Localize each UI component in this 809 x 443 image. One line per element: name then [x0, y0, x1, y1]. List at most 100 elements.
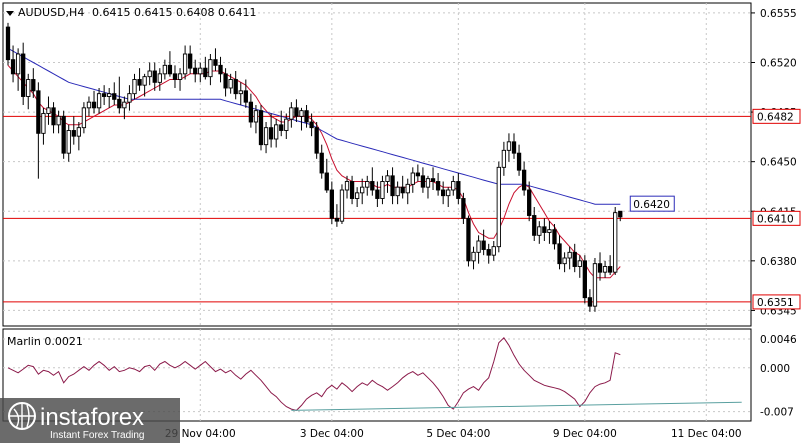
candle — [400, 175, 405, 199]
candle-body — [395, 186, 400, 197]
candle-body — [365, 181, 370, 188]
candle — [542, 218, 547, 241]
candle — [233, 71, 238, 100]
candle-body — [5, 26, 11, 61]
candle-body — [390, 175, 395, 197]
candle-body — [607, 266, 613, 273]
candle-body — [10, 59, 16, 75]
price-tag-label: 0.6420 — [633, 199, 670, 211]
candle-body — [41, 113, 46, 134]
candle-body — [238, 90, 243, 95]
candle-body — [31, 79, 36, 92]
candle-body — [117, 98, 122, 109]
candle — [107, 88, 112, 108]
candle-body — [243, 90, 248, 103]
ma-fast-line — [7, 64, 621, 279]
candle-body — [263, 127, 269, 146]
candle — [329, 181, 334, 224]
candle — [263, 122, 269, 154]
candle-body — [228, 79, 233, 89]
candle — [360, 178, 365, 205]
candle — [511, 133, 517, 159]
candle — [198, 62, 203, 83]
candle-body — [274, 124, 279, 140]
candle — [532, 207, 537, 241]
candle-body — [446, 189, 451, 197]
candle-body — [56, 115, 61, 126]
osc-tick-label: 0.000 — [760, 363, 790, 375]
candle — [354, 187, 360, 207]
candle — [228, 73, 233, 94]
candle — [516, 144, 522, 176]
candle-body — [491, 246, 496, 256]
candle — [122, 96, 127, 120]
candle-body — [172, 73, 178, 80]
candle-body — [496, 166, 501, 248]
candle — [602, 260, 608, 278]
candle-body — [162, 64, 168, 75]
x-tick-label: 5 Dec 04:00 — [426, 428, 490, 440]
candle — [15, 48, 21, 91]
main-grid — [3, 3, 751, 326]
candle-body — [415, 172, 421, 177]
candle — [299, 107, 304, 131]
candle-body — [430, 178, 436, 182]
candle-body — [127, 93, 132, 103]
candle — [304, 105, 309, 128]
candle-body — [91, 101, 97, 109]
candle-body — [76, 127, 81, 137]
candle-body — [177, 73, 183, 80]
candle-body — [319, 152, 324, 174]
candle — [552, 224, 557, 250]
candle-body — [511, 141, 517, 154]
candle-body — [385, 175, 390, 182]
candle-body — [304, 110, 309, 123]
candle — [613, 207, 618, 275]
candle — [117, 76, 122, 114]
price-panel[interactable] — [2, 2, 752, 327]
symbol-dropdown-icon[interactable] — [6, 11, 14, 16]
candle-body — [476, 240, 481, 253]
candle — [486, 243, 491, 264]
candle-body — [147, 70, 152, 78]
candle — [56, 110, 61, 134]
candle-body — [71, 130, 76, 137]
candle — [597, 252, 603, 281]
candle-body — [182, 53, 188, 75]
candle-body — [425, 178, 431, 188]
candle — [193, 59, 198, 83]
candle-body — [587, 297, 593, 307]
candle — [213, 48, 218, 71]
candle-body — [157, 73, 162, 83]
candle — [587, 289, 593, 312]
candle-body — [405, 183, 410, 194]
candle-body — [521, 169, 527, 191]
candle — [476, 235, 481, 264]
candle — [319, 144, 324, 179]
candle-body — [451, 181, 456, 191]
candle-body — [501, 149, 507, 168]
candle-body — [481, 240, 486, 250]
candle-body — [592, 263, 598, 307]
candle — [182, 45, 188, 80]
candle-body — [213, 59, 218, 66]
candle-body — [188, 53, 193, 69]
candle — [491, 241, 496, 261]
candle — [36, 82, 41, 179]
candle — [521, 161, 527, 196]
candle-body — [203, 67, 208, 78]
candle-body — [309, 121, 314, 129]
candle — [607, 255, 613, 275]
candle-body — [577, 260, 582, 267]
x-tick-label: 3 Dec 04:00 — [300, 428, 364, 440]
candle — [46, 96, 51, 125]
candle — [314, 122, 319, 159]
candle-body — [253, 110, 259, 123]
candle — [66, 124, 71, 162]
watermark-tagline: Instant Forex Trading — [50, 430, 145, 441]
candle-body — [299, 110, 304, 117]
candle-body — [132, 79, 137, 95]
candle-body — [46, 107, 51, 114]
candle — [142, 73, 147, 97]
